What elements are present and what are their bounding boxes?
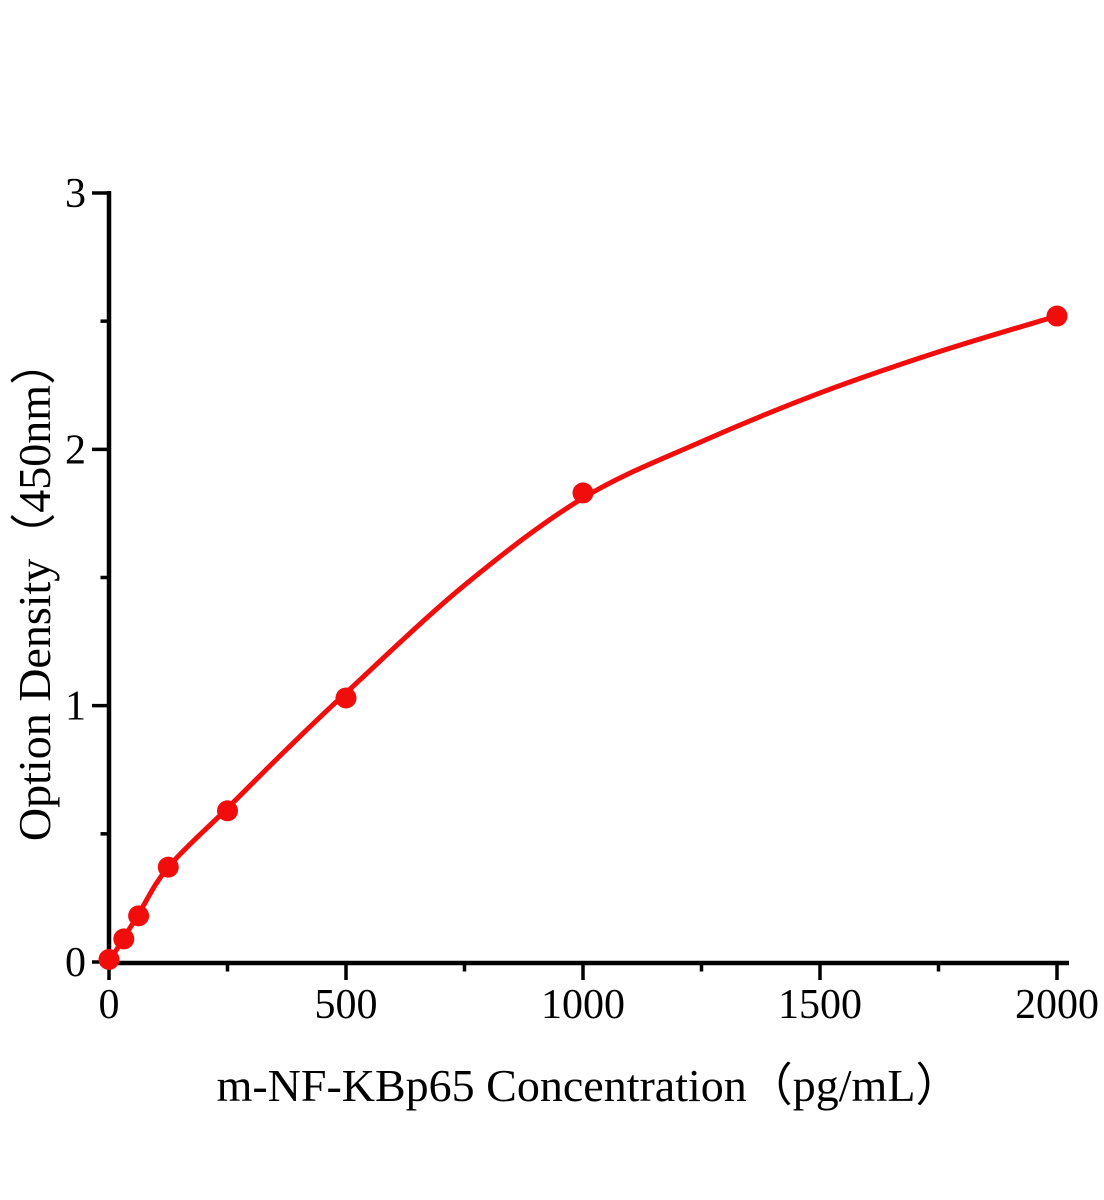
data-series [98,305,1068,970]
data-point [157,856,179,878]
y-axis-title: Option Density（450nm） [9,339,60,841]
x-tick-label: 1500 [778,982,862,1028]
tick-labels: 0 500 1000 1500 2000 0 1 2 3 [65,171,1099,1028]
data-point [217,800,238,822]
x-tick-label: 1000 [541,982,625,1028]
data-point [98,948,120,970]
data-point [113,928,135,950]
fit-curve [106,313,1060,965]
y-tick-label: 2 [65,427,86,473]
axes [92,191,1069,980]
x-tick-label: 2000 [1015,982,1099,1028]
y-tick-label: 1 [65,684,86,730]
y-tick-label: 3 [65,171,86,217]
x-axis-title: m-NF-KBp65 Concentration（pg/mL） [217,1060,962,1111]
data-point [128,905,150,927]
data-point [335,687,357,709]
x-tick-label: 0 [99,982,120,1028]
data-point [1046,305,1068,327]
data-point [572,482,594,504]
y-tick-label: 0 [65,940,86,986]
x-tick-label: 500 [315,982,378,1028]
